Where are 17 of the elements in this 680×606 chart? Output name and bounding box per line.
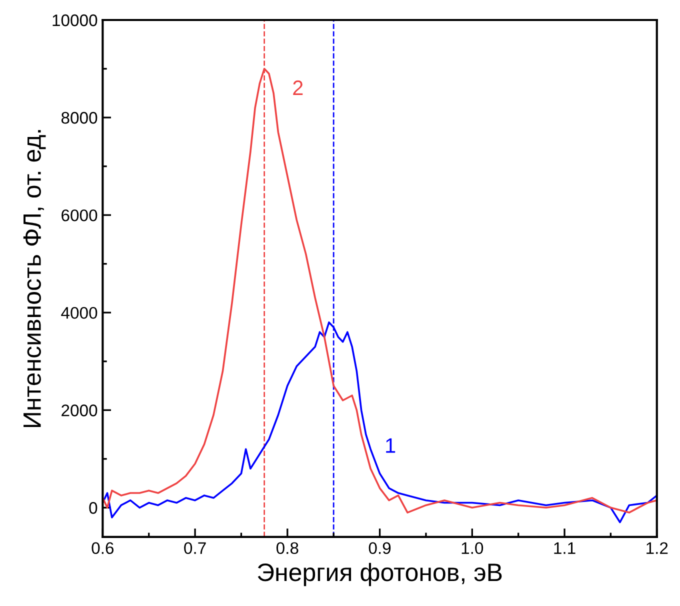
y-tick-label: 6000 xyxy=(62,209,98,222)
y-tick-label: 2000 xyxy=(62,404,98,416)
y-tick-label: 8000 xyxy=(61,112,98,124)
series-label: 2 xyxy=(293,80,303,95)
y-axis-title: Интенсивность ФЛ, от. ед. xyxy=(23,130,46,428)
series-label: 1 xyxy=(386,438,396,453)
x-tick-label: 1.0 xyxy=(462,542,484,554)
x-tick-label: 1.2 xyxy=(646,542,668,554)
x-tick-label: 1.1 xyxy=(554,542,576,554)
y-tick-label: 0 xyxy=(89,502,98,514)
x-tick-label: 0.6 xyxy=(92,542,114,554)
x-tick-label: 0.7 xyxy=(184,542,206,554)
y-tick-label: 4000 xyxy=(61,306,98,319)
y-tick-label: 10000 xyxy=(52,14,98,26)
x-axis-title: Энергия фотонов, эВ xyxy=(258,562,502,586)
x-tick-label: 0.9 xyxy=(368,542,391,554)
x-tick-label: 0.8 xyxy=(276,542,298,554)
